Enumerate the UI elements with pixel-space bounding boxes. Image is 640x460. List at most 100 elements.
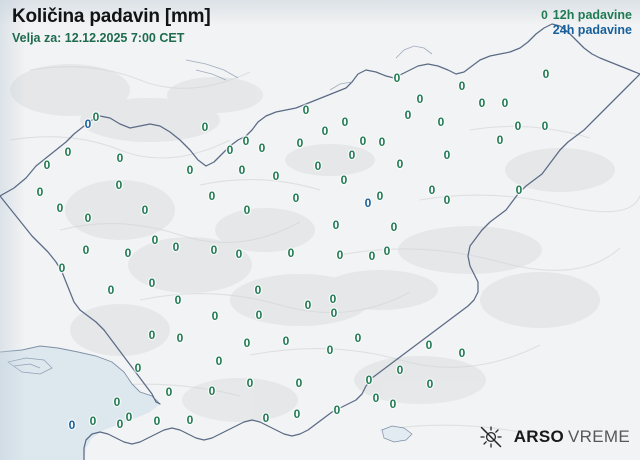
station-marker-12h[interactable]: 0 (243, 203, 251, 217)
station-marker-12h[interactable]: 0 (393, 71, 401, 85)
station-marker-12h[interactable]: 0 (254, 283, 262, 297)
station-marker-12h[interactable]: 0 (89, 414, 97, 428)
station-marker-12h[interactable]: 0 (208, 384, 216, 398)
station-marker-12h[interactable]: 0 (368, 249, 376, 263)
station-marker-12h[interactable]: 0 (501, 96, 509, 110)
station-marker-12h[interactable]: 0 (115, 178, 123, 192)
station-marker-12h[interactable]: 0 (210, 243, 218, 257)
station-marker-12h[interactable]: 0 (151, 233, 159, 247)
station-marker-12h[interactable]: 0 (321, 124, 329, 138)
station-marker-12h[interactable]: 0 (174, 293, 182, 307)
station-marker-12h[interactable]: 0 (296, 136, 304, 150)
station-marker-12h[interactable]: 0 (215, 354, 223, 368)
station-marker-12h[interactable]: 0 (514, 119, 522, 133)
station-marker-12h[interactable]: 0 (515, 183, 523, 197)
station-marker-12h[interactable]: 0 (113, 395, 121, 409)
station-marker-12h[interactable]: 0 (416, 92, 424, 106)
station-marker-12h[interactable]: 0 (125, 410, 133, 424)
station-marker-12h[interactable]: 0 (116, 151, 124, 165)
station-marker-12h[interactable]: 0 (437, 115, 445, 129)
station-marker-12h[interactable]: 0 (478, 96, 486, 110)
station-marker-12h[interactable]: 0 (92, 110, 100, 124)
station-marker-24h[interactable]: 0 (84, 117, 92, 131)
station-marker-12h[interactable]: 0 (541, 119, 549, 133)
station-marker-12h[interactable]: 0 (287, 246, 295, 260)
station-marker-12h[interactable]: 0 (376, 189, 384, 203)
station-marker-12h[interactable]: 0 (443, 148, 451, 162)
station-marker-12h[interactable]: 0 (84, 211, 92, 225)
station-marker-12h[interactable]: 0 (262, 411, 270, 425)
station-marker-12h[interactable]: 0 (243, 336, 251, 350)
station-marker-12h[interactable]: 0 (348, 148, 356, 162)
station-marker-12h[interactable]: 0 (258, 141, 266, 155)
station-marker-12h[interactable]: 0 (372, 391, 380, 405)
station-marker-24h[interactable]: 0 (68, 418, 76, 432)
station-marker-12h[interactable]: 0 (186, 163, 194, 177)
station-marker-12h[interactable]: 0 (389, 397, 397, 411)
station-marker-12h[interactable]: 0 (64, 145, 72, 159)
station-marker-12h[interactable]: 0 (326, 343, 334, 357)
station-marker-12h[interactable]: 0 (383, 244, 391, 258)
station-marker-12h[interactable]: 0 (426, 377, 434, 391)
station-marker-12h[interactable]: 0 (242, 134, 250, 148)
station-marker-12h[interactable]: 0 (341, 115, 349, 129)
station-marker-12h[interactable]: 0 (201, 120, 209, 134)
station-marker-12h[interactable]: 0 (542, 67, 550, 81)
station-marker-12h[interactable]: 0 (295, 376, 303, 390)
station-marker-12h[interactable]: 0 (235, 247, 243, 261)
station-marker-12h[interactable]: 0 (304, 298, 312, 312)
station-marker-12h[interactable]: 0 (390, 220, 398, 234)
station-marker-12h[interactable]: 0 (211, 309, 219, 323)
station-marker-12h[interactable]: 0 (336, 248, 344, 262)
station-marker-12h[interactable]: 0 (458, 79, 466, 93)
station-marker-12h[interactable]: 0 (141, 203, 149, 217)
station-marker-12h[interactable]: 0 (354, 331, 362, 345)
station-marker-12h[interactable]: 0 (36, 185, 44, 199)
station-marker-12h[interactable]: 0 (208, 189, 216, 203)
station-marker-12h[interactable]: 0 (116, 417, 124, 431)
station-marker-12h[interactable]: 0 (314, 159, 322, 173)
station-marker-12h[interactable]: 0 (56, 201, 64, 215)
station-marker-12h[interactable]: 0 (340, 173, 348, 187)
station-marker-12h[interactable]: 0 (396, 363, 404, 377)
station-marker-12h[interactable]: 0 (428, 183, 436, 197)
station-marker-12h[interactable]: 0 (425, 338, 433, 352)
station-marker-12h[interactable]: 0 (282, 334, 290, 348)
station-marker-12h[interactable]: 0 (226, 143, 234, 157)
station-marker-12h[interactable]: 0 (272, 169, 280, 183)
station-marker-12h[interactable]: 0 (496, 133, 504, 147)
station-marker-12h[interactable]: 0 (43, 158, 51, 172)
station-marker-12h[interactable]: 0 (332, 218, 340, 232)
station-marker-12h[interactable]: 0 (293, 407, 301, 421)
station-marker-12h[interactable]: 0 (176, 331, 184, 345)
station-marker-12h[interactable]: 0 (333, 403, 341, 417)
station-marker-12h[interactable]: 0 (238, 163, 246, 177)
station-marker-12h[interactable]: 0 (396, 157, 404, 171)
station-marker-12h[interactable]: 0 (365, 373, 373, 387)
station-marker-12h[interactable]: 0 (153, 414, 161, 428)
station-marker-12h[interactable]: 0 (246, 376, 254, 390)
station-marker-12h[interactable]: 0 (329, 292, 337, 306)
station-marker-24h[interactable]: 0 (364, 196, 372, 210)
station-marker-12h[interactable]: 0 (404, 108, 412, 122)
station-marker-12h[interactable]: 0 (255, 308, 263, 322)
station-marker-12h[interactable]: 0 (134, 361, 142, 375)
station-marker-12h[interactable]: 0 (148, 328, 156, 342)
station-marker-12h[interactable]: 0 (359, 134, 367, 148)
station-marker-12h[interactable]: 0 (330, 306, 338, 320)
station-marker-12h[interactable]: 0 (165, 385, 173, 399)
station-marker-12h[interactable]: 0 (443, 193, 451, 207)
station-marker-12h[interactable]: 0 (58, 261, 66, 275)
station-marker-12h[interactable]: 0 (378, 135, 386, 149)
station-marker-12h[interactable]: 0 (172, 240, 180, 254)
station-marker-12h[interactable]: 0 (458, 346, 466, 360)
station-marker-12h[interactable]: 0 (148, 276, 156, 290)
station-marker-12h[interactable]: 0 (292, 191, 300, 205)
station-marker-12h[interactable]: 0 (82, 243, 90, 257)
station-marker-12h[interactable]: 0 (107, 283, 115, 297)
station-marker-12h[interactable]: 0 (124, 246, 132, 260)
station-marker-12h[interactable]: 0 (302, 103, 310, 117)
station-marker-12h[interactable]: 0 (186, 413, 194, 427)
